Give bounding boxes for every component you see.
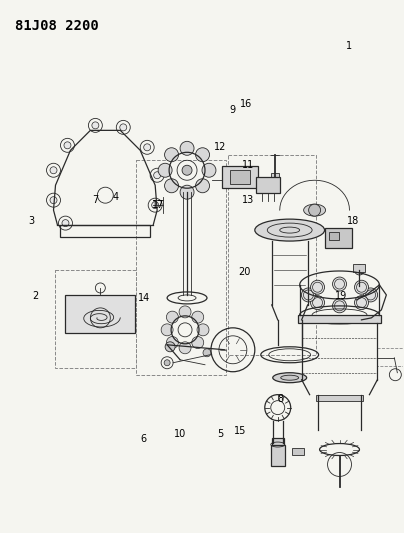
- Circle shape: [197, 324, 209, 336]
- Text: 14: 14: [137, 293, 150, 303]
- Bar: [324, 228, 352, 248]
- Bar: [328, 232, 339, 240]
- Circle shape: [166, 336, 178, 349]
- Bar: [271, 445, 285, 466]
- Circle shape: [165, 342, 175, 352]
- Text: 3: 3: [28, 216, 34, 227]
- Circle shape: [120, 124, 127, 131]
- Bar: [316, 394, 364, 401]
- Text: 81J08 2200: 81J08 2200: [15, 19, 99, 33]
- Circle shape: [192, 311, 204, 323]
- Bar: [377, 348, 404, 366]
- Circle shape: [332, 299, 347, 313]
- Circle shape: [50, 167, 57, 174]
- Circle shape: [301, 288, 316, 302]
- Circle shape: [355, 296, 368, 310]
- Bar: [136, 160, 226, 375]
- Text: 7: 7: [92, 195, 99, 205]
- Text: 17: 17: [152, 200, 164, 211]
- Bar: [272, 438, 284, 456]
- Circle shape: [62, 220, 69, 227]
- Circle shape: [192, 336, 204, 349]
- Circle shape: [179, 306, 191, 318]
- Circle shape: [203, 349, 211, 357]
- Circle shape: [182, 165, 192, 175]
- Circle shape: [158, 163, 172, 177]
- Bar: [61, 225, 150, 237]
- Circle shape: [311, 296, 324, 310]
- Circle shape: [202, 163, 216, 177]
- Circle shape: [364, 288, 378, 302]
- Circle shape: [154, 172, 161, 179]
- Circle shape: [354, 265, 364, 275]
- Bar: [55, 270, 136, 368]
- Circle shape: [164, 148, 179, 161]
- Bar: [228, 155, 316, 355]
- Circle shape: [166, 311, 178, 323]
- Bar: [65, 295, 135, 333]
- Ellipse shape: [273, 373, 307, 383]
- Text: 6: 6: [141, 434, 147, 445]
- Text: 1: 1: [346, 41, 352, 51]
- Circle shape: [64, 142, 71, 149]
- Text: 15: 15: [234, 426, 246, 437]
- Circle shape: [144, 144, 151, 151]
- Circle shape: [161, 324, 173, 336]
- Text: 8: 8: [278, 394, 284, 405]
- Bar: [271, 173, 279, 179]
- Circle shape: [180, 141, 194, 155]
- Text: 19: 19: [335, 290, 347, 301]
- Circle shape: [196, 179, 210, 193]
- Bar: [298, 315, 381, 323]
- Bar: [230, 170, 250, 184]
- Ellipse shape: [304, 204, 326, 216]
- Circle shape: [311, 280, 324, 294]
- Text: 10: 10: [174, 429, 186, 439]
- Text: 16: 16: [240, 99, 252, 109]
- Circle shape: [180, 185, 194, 199]
- Ellipse shape: [255, 219, 324, 241]
- Text: 5: 5: [217, 429, 223, 439]
- Text: 20: 20: [238, 267, 250, 277]
- Text: 11: 11: [242, 160, 255, 171]
- Circle shape: [152, 201, 159, 208]
- Bar: [222, 166, 258, 188]
- Ellipse shape: [281, 375, 299, 380]
- Text: 12: 12: [214, 142, 226, 152]
- Text: 2: 2: [32, 290, 38, 301]
- Circle shape: [164, 179, 179, 193]
- Circle shape: [355, 280, 368, 294]
- Text: 4: 4: [112, 192, 118, 203]
- Circle shape: [309, 204, 321, 216]
- Circle shape: [50, 197, 57, 204]
- Text: 13: 13: [242, 195, 255, 205]
- Bar: [354, 264, 366, 272]
- Bar: [292, 448, 304, 455]
- Circle shape: [179, 342, 191, 354]
- Text: 18: 18: [347, 216, 359, 227]
- Text: 9: 9: [229, 104, 235, 115]
- Circle shape: [92, 122, 99, 129]
- Circle shape: [332, 277, 347, 291]
- Circle shape: [196, 148, 210, 161]
- Bar: [256, 177, 280, 193]
- Circle shape: [164, 360, 170, 366]
